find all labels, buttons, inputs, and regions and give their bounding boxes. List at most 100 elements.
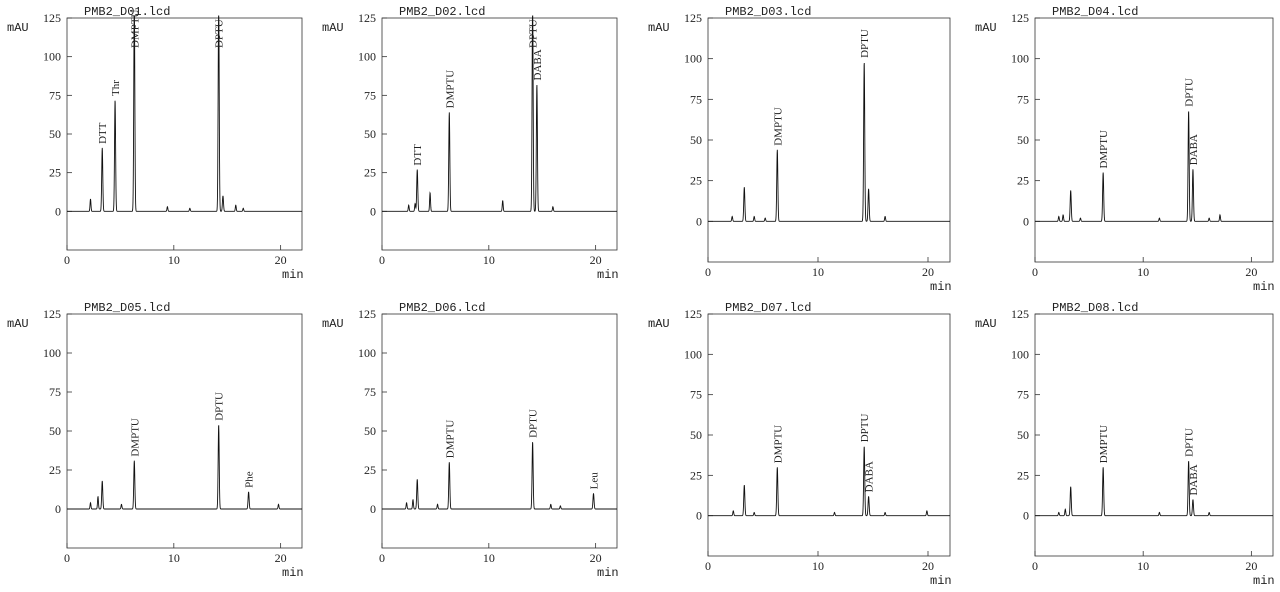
y-tick-label: 0: [1023, 214, 1029, 228]
x-tick-label: 20: [275, 551, 287, 565]
y-tick-label: 50: [690, 133, 702, 147]
chart-title: PMB2_D02.lcd: [399, 5, 485, 19]
chromatogram-panel-8: PMB2_D08.lcd mAU min 0 25 50 75 100 125 0 10 20 DMPT…: [975, 301, 1275, 588]
x-tick-label: 0: [705, 559, 711, 573]
x-tick-label: 20: [590, 551, 602, 565]
y-tick-label: 125: [1011, 307, 1029, 321]
peak-label: DPTU: [528, 19, 540, 48]
y-tick-label: 75: [1017, 388, 1029, 402]
y-tick-label: 50: [1017, 133, 1029, 147]
x-tick-label: 0: [379, 253, 385, 267]
chromatogram-trace: [382, 442, 617, 510]
peak-label: DABA: [532, 49, 544, 80]
x-axis-label: min: [282, 268, 304, 282]
peak-label: DPTU: [859, 29, 871, 58]
chromatogram-panel-5: PMB2_D05.lcd mAU min 0 25 50 75 100 125 0 10 20 DMPT…: [7, 301, 304, 580]
y-tick-label: 25: [690, 468, 702, 482]
x-tick-label: 10: [812, 265, 824, 279]
y-axis-label: mAU: [7, 21, 29, 35]
plot-frame: [707, 313, 951, 557]
y-tick-label: 100: [1011, 52, 1029, 66]
y-tick-label: 50: [1017, 428, 1029, 442]
x-tick-label: 0: [379, 551, 385, 565]
peak-label: DTT: [97, 122, 109, 144]
x-axis-label: min: [597, 268, 619, 282]
y-tick-label: 100: [684, 52, 702, 66]
x-axis-label: min: [282, 566, 304, 580]
x-axis-label: min: [597, 566, 619, 580]
y-tick-label: 50: [690, 428, 702, 442]
y-tick-label: 0: [696, 214, 702, 228]
peak-label: DTT: [412, 144, 424, 166]
x-tick-label: 10: [483, 551, 495, 565]
peak-label: DMPTU: [444, 70, 456, 109]
y-tick-label: 0: [370, 204, 376, 218]
peak-label: DPTU: [214, 19, 226, 48]
y-tick-label: 0: [696, 509, 702, 523]
x-axis-label: min: [1253, 280, 1275, 294]
y-tick-label: 25: [1017, 174, 1029, 188]
chart-title: PMB2_D05.lcd: [84, 301, 170, 315]
y-tick-label: 50: [364, 424, 376, 438]
x-tick-label: 10: [1137, 559, 1149, 573]
x-tick-label: 10: [483, 253, 495, 267]
chromatogram-trace: [382, 15, 617, 212]
y-axis-label: mAU: [975, 317, 997, 331]
y-tick-label: 75: [690, 92, 702, 106]
chart-title: PMB2_D08.lcd: [1052, 301, 1138, 315]
chart-title: PMB2_D07.lcd: [725, 301, 811, 315]
y-tick-label: 0: [1023, 509, 1029, 523]
peak-label: DPTU: [1184, 428, 1196, 457]
x-tick-label: 20: [922, 559, 934, 573]
y-tick-label: 75: [49, 88, 61, 102]
y-tick-label: 75: [49, 385, 61, 399]
y-tick-label: 100: [358, 50, 376, 64]
peak-label: DPTU: [528, 409, 540, 438]
y-tick-label: 25: [49, 166, 61, 180]
peak-label: DABA: [1188, 134, 1200, 165]
chromatogram-panel-7: PMB2_D07.lcd mAU min 0 25 50 75 100 125 0 10 20 DMPT…: [648, 301, 952, 588]
y-tick-label: 50: [49, 127, 61, 141]
x-tick-label: 10: [812, 559, 824, 573]
y-tick-label: 125: [684, 307, 702, 321]
peak-label: DPTU: [859, 414, 871, 443]
y-axis-label: mAU: [7, 317, 29, 331]
x-tick-label: 20: [590, 253, 602, 267]
chart-title: PMB2_D04.lcd: [1052, 5, 1138, 19]
x-tick-label: 0: [1032, 265, 1038, 279]
y-axis-label: mAU: [322, 317, 344, 331]
y-tick-label: 75: [1017, 92, 1029, 106]
y-tick-label: 75: [690, 388, 702, 402]
x-tick-label: 20: [922, 265, 934, 279]
chromatogram-panel-1: PMB2_D01.lcd mAU min 0 25 50 75 100 125 0 10 20 DTT T…: [7, 5, 304, 282]
chromatogram-trace: [708, 62, 950, 222]
plot-frame: [66, 313, 303, 549]
x-axis-label: min: [930, 574, 952, 588]
y-tick-label: 100: [43, 346, 61, 360]
y-tick-label: 125: [358, 307, 376, 321]
chromatogram-panel-4: PMB2_D04.lcd mAU min 0 25 50 75 100 125 0 10 20 DMPT…: [975, 5, 1275, 294]
peak-label: Phe: [244, 471, 256, 488]
peak-label: DMPTU: [1098, 130, 1110, 169]
y-axis-label: mAU: [322, 21, 344, 35]
x-axis-label: min: [930, 280, 952, 294]
peak-label: Leu: [589, 472, 601, 490]
y-tick-label: 125: [43, 307, 61, 321]
x-tick-label: 10: [168, 253, 180, 267]
y-tick-label: 50: [49, 424, 61, 438]
y-axis-label: mAU: [648, 21, 670, 35]
x-tick-label: 0: [705, 265, 711, 279]
y-axis-label: mAU: [975, 21, 997, 35]
y-tick-label: 25: [364, 463, 376, 477]
chromatogram-panel-3: PMB2_D03.lcd mAU min 0 25 50 75 100 125 0 10 20 DMPT…: [648, 5, 952, 294]
peak-label: DABA: [1188, 464, 1200, 495]
y-tick-label: 125: [1011, 11, 1029, 25]
plot-frame: [707, 17, 951, 263]
peak-label: DMPTU: [444, 420, 456, 459]
peak-label: DABA: [864, 461, 876, 492]
chromatogram-trace: [1035, 461, 1273, 517]
peak-label: DPTU: [214, 392, 226, 421]
y-tick-label: 125: [43, 11, 61, 25]
peak-label: Thr: [110, 80, 122, 96]
